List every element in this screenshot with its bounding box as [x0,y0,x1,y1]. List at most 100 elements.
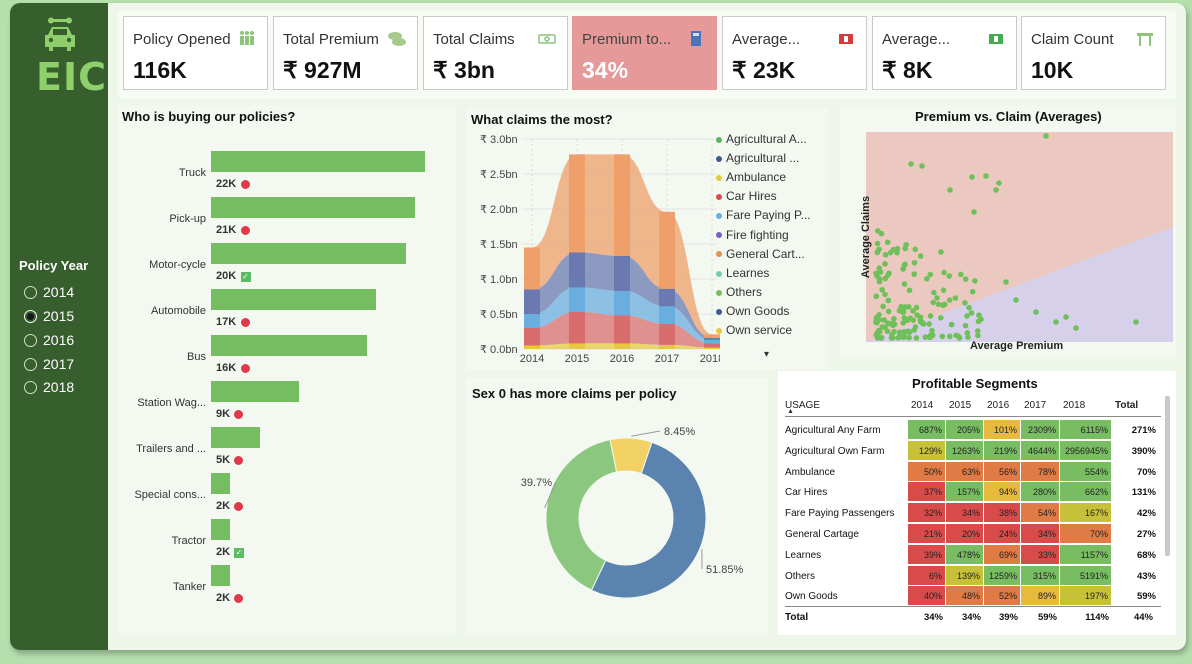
year-column-segment[interactable] [569,154,585,253]
bar[interactable] [211,427,260,448]
donut-slice[interactable] [590,441,707,599]
year-column-segment[interactable] [614,315,630,344]
scatter-point[interactable] [902,304,908,310]
kpi-card-average-claim[interactable]: Average... ₹ 8K [872,16,1017,90]
scatter-point[interactable] [939,333,946,340]
scatter-point[interactable] [876,317,882,323]
matrix-cell[interactable]: 38% [984,503,1021,524]
matrix-cell[interactable]: 70% [1060,524,1112,544]
matrix-cell[interactable]: 197% [1060,586,1112,607]
slicer-option-2014[interactable]: 2014 [24,284,74,300]
scatter-point[interactable] [935,301,942,308]
scatter-point[interactable] [975,318,982,325]
legend-item[interactable]: Ambulance [716,170,816,184]
bar[interactable] [211,519,231,540]
scatter-point[interactable] [1043,133,1049,139]
kpi-card-policy-opened[interactable]: Policy Opened 116K [123,16,268,90]
matrix-cell[interactable]: 94% [984,482,1021,503]
matrix-cell[interactable]: 662% [1060,482,1112,503]
year-column-segment[interactable] [569,343,585,349]
matrix-cell[interactable]: 50% [908,461,946,482]
matrix-cell[interactable]: 5191% [1060,565,1112,586]
matrix-column-header[interactable]: USAGE [785,400,821,411]
kpi-card-premium-to-claims[interactable]: Premium to... 34% [572,16,717,90]
matrix-cell[interactable]: 34% [1021,524,1060,544]
radio-icon[interactable] [24,380,37,394]
bar[interactable] [211,151,425,172]
kpi-card-claim-count[interactable]: Claim Count 10K [1021,16,1166,90]
scatter-point[interactable] [941,269,947,276]
scatter-point[interactable] [882,261,888,267]
claims-stacked-area-chart[interactable]: ₹ 3.0bn ₹ 2.5bn ₹ 2.0bn ₹ 1.5bn ₹ 1.0bn ₹ 0.5… [466,128,720,370]
legend-more-icon[interactable]: ▾ [764,349,770,360]
year-column-segment[interactable] [659,344,675,349]
matrix-cell[interactable]: 1263% [946,440,984,461]
scatter-point[interactable] [934,295,940,301]
scatter-point[interactable] [962,299,968,306]
kpi-card-average-premium[interactable]: Average... ₹ 23K [722,16,867,90]
scatter-point[interactable] [884,239,891,246]
scatter-point[interactable] [876,265,883,272]
bar[interactable] [211,565,231,586]
matrix-cell[interactable]: 89% [1021,586,1060,607]
scatter-point[interactable] [1063,314,1069,320]
scatter-point[interactable] [913,304,920,311]
matrix-cell[interactable]: 687% [908,420,946,440]
sort-ascending-icon[interactable]: ▲ [787,408,794,415]
scatter-point[interactable] [1003,279,1009,285]
scatter-point[interactable] [930,299,937,306]
scatter-point[interactable] [917,253,924,259]
scatter-point[interactable] [876,278,883,285]
scatter-point[interactable] [964,313,970,319]
scatter-point[interactable] [874,240,881,247]
year-column-segment[interactable] [704,347,720,349]
scatter-point[interactable] [891,316,897,322]
year-column-segment[interactable] [704,339,720,344]
scatter-point[interactable] [929,332,936,339]
scatter-point[interactable] [882,275,889,282]
matrix-cell[interactable]: 129% [908,440,946,461]
scatter-point[interactable] [937,315,944,321]
scatter-point[interactable] [903,241,909,248]
scatter-point[interactable] [927,271,934,278]
scatter-point[interactable] [895,335,901,341]
legend-item[interactable]: Others [716,285,816,299]
scatter-point[interactable] [1073,325,1079,331]
scatter-point[interactable] [876,246,882,253]
scatter-point[interactable] [912,246,919,253]
scatter-point[interactable] [906,334,912,341]
matrix-cell[interactable]: 157% [946,482,984,503]
scatter-point[interactable] [946,333,953,340]
year-column-segment[interactable] [704,337,720,340]
scatter-point[interactable] [874,332,881,339]
matrix-cell[interactable]: 4644% [1021,440,1060,461]
scatter-point[interactable] [929,327,935,334]
matrix-cell[interactable]: 205% [946,420,984,440]
scatter-point[interactable] [917,314,924,320]
scatter-point[interactable] [965,334,971,340]
scatter-point[interactable] [956,335,963,341]
scatter-point[interactable] [911,327,918,333]
scatter-point[interactable] [889,332,895,338]
matrix-cell[interactable]: 37% [908,482,946,503]
scatter-point[interactable] [894,249,900,256]
scatter-point[interactable] [901,262,908,269]
year-column-segment[interactable] [524,314,540,328]
scatter-point[interactable] [926,321,933,327]
premium-vs-claim-scatter[interactable] [866,132,1173,342]
scatter-point[interactable] [940,287,947,293]
matrix-cell[interactable]: 101% [984,420,1021,440]
matrix-cell[interactable]: 1259% [984,565,1021,586]
scatter-point[interactable] [907,315,913,321]
scatter-point[interactable] [901,281,908,287]
scatter-point[interactable] [910,308,916,314]
slicer-option-2015[interactable]: 2015 [24,308,74,324]
scatter-point[interactable] [947,187,953,193]
scatter-point[interactable] [905,328,911,335]
scatter-point[interactable] [924,275,930,282]
year-column-segment[interactable] [614,154,630,256]
radio-icon[interactable] [24,357,37,371]
year-column-segment[interactable] [659,306,675,324]
scatter-point[interactable] [900,334,907,340]
matrix-cell[interactable]: 139% [946,565,984,586]
